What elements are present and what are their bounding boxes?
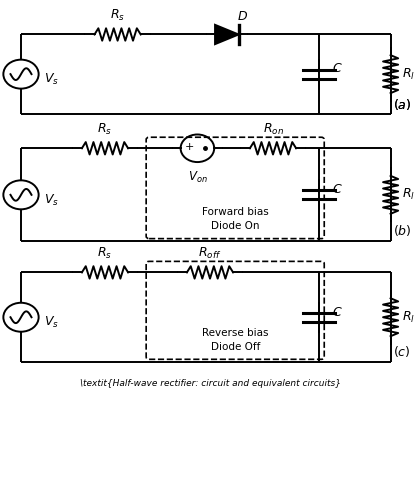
Text: Diode On: Diode On — [211, 221, 260, 231]
Text: Diode Off: Diode Off — [210, 342, 260, 351]
Text: $R_s$: $R_s$ — [97, 122, 113, 137]
Text: $R_s$: $R_s$ — [97, 246, 113, 262]
Text: +: + — [185, 142, 194, 152]
Text: \textit{Half-wave rectifier: circuit and equivalent circuits}: \textit{Half-wave rectifier: circuit and… — [79, 380, 341, 388]
Text: $R_l$: $R_l$ — [402, 66, 415, 82]
Text: Forward bias: Forward bias — [202, 207, 268, 217]
Polygon shape — [215, 25, 239, 44]
Text: $V_s$: $V_s$ — [44, 72, 59, 87]
Text: $R_l$: $R_l$ — [402, 310, 415, 325]
Text: $V_s$: $V_s$ — [44, 315, 59, 330]
Text: $C$: $C$ — [332, 306, 342, 318]
Text: $(b)$: $(b)$ — [393, 223, 411, 238]
Text: $R_{off}$: $R_{off}$ — [198, 246, 222, 262]
Text: $(a)$: $(a)$ — [393, 97, 411, 112]
Text: $V_s$: $V_s$ — [44, 192, 59, 208]
Text: $C$: $C$ — [332, 62, 342, 76]
Text: $V_{on}$: $V_{on}$ — [187, 170, 207, 185]
Text: $(c)$: $(c)$ — [393, 344, 410, 358]
Text: $D$: $D$ — [237, 10, 248, 24]
Text: $C$: $C$ — [332, 183, 342, 196]
Text: $(a)$: $(a)$ — [393, 97, 411, 112]
Text: $R_l$: $R_l$ — [402, 188, 415, 202]
Text: $R_{on}$: $R_{on}$ — [262, 122, 284, 137]
Text: $R_s$: $R_s$ — [110, 8, 125, 24]
Text: Reverse bias: Reverse bias — [202, 328, 268, 338]
